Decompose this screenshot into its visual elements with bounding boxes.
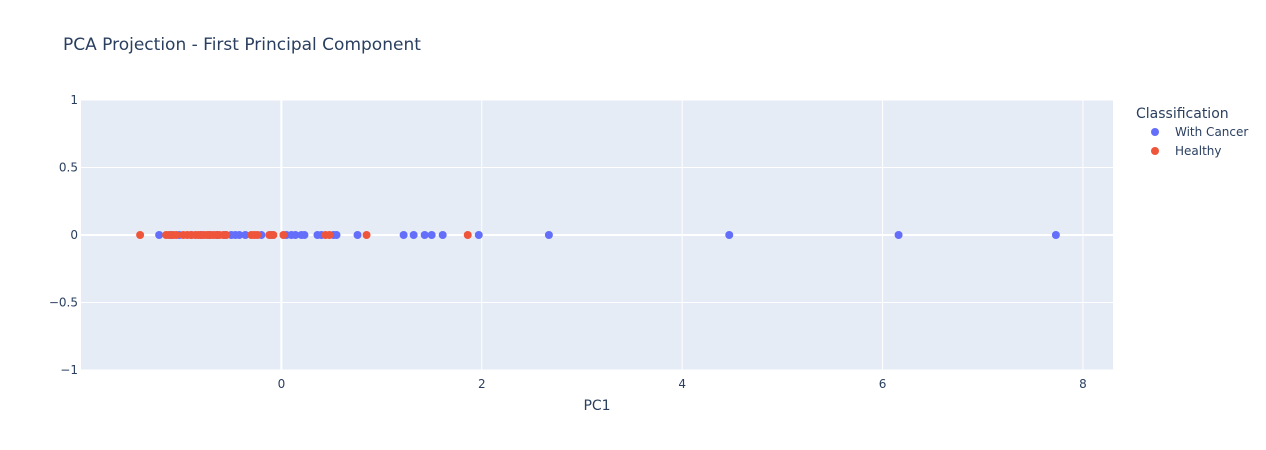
point-with-cancer[interactable] [235, 231, 244, 239]
x-tick-label: 6 [879, 377, 887, 391]
point-with-cancer[interactable] [399, 231, 408, 239]
point-with-cancer[interactable] [155, 231, 164, 239]
chart-title: PCA Projection - First Principal Compone… [63, 35, 421, 55]
point-healthy[interactable] [269, 231, 278, 239]
x-tick-label: 8 [1079, 377, 1087, 391]
x-tick-label: 4 [678, 377, 686, 391]
point-with-cancer[interactable] [427, 231, 436, 239]
point-healthy[interactable] [222, 231, 231, 239]
legend[interactable]: Classification With Cancer Healthy [1136, 106, 1248, 158]
y-tick-label: −1 [60, 363, 78, 377]
y-tick-label: 0 [70, 228, 78, 242]
x-tick-label: 2 [478, 377, 486, 391]
point-with-cancer[interactable] [409, 231, 418, 239]
y-tick-label: 0.5 [59, 161, 78, 175]
point-with-cancer[interactable] [300, 231, 309, 239]
point-with-cancer[interactable] [1051, 231, 1060, 239]
point-healthy[interactable] [172, 231, 181, 239]
point-with-cancer[interactable] [332, 231, 341, 239]
x-tick-label: 0 [278, 377, 286, 391]
y-tick-label: 1 [70, 93, 78, 107]
data-points[interactable] [136, 231, 1060, 239]
point-with-cancer[interactable] [544, 231, 553, 239]
point-healthy[interactable] [325, 231, 334, 239]
legend-marker-with-cancer [1151, 128, 1159, 136]
point-with-cancer[interactable] [474, 231, 483, 239]
y-tick-labels: 1 0.5 0 −0.5 −1 [49, 93, 78, 377]
point-healthy[interactable] [136, 231, 145, 239]
legend-item-with-cancer[interactable]: With Cancer [1151, 125, 1248, 139]
point-with-cancer[interactable] [725, 231, 734, 239]
y-tick-label: −0.5 [49, 296, 78, 310]
legend-item-healthy[interactable]: Healthy [1151, 144, 1222, 158]
point-with-cancer[interactable] [438, 231, 447, 239]
legend-label-with-cancer: With Cancer [1175, 125, 1248, 139]
legend-title: Classification [1136, 106, 1229, 122]
x-axis-title: PC1 [583, 398, 610, 414]
point-with-cancer[interactable] [291, 231, 300, 239]
legend-marker-healthy [1151, 147, 1159, 155]
point-with-cancer[interactable] [894, 231, 903, 239]
point-healthy[interactable] [253, 231, 262, 239]
point-healthy[interactable] [362, 231, 371, 239]
point-with-cancer[interactable] [353, 231, 362, 239]
legend-label-healthy: Healthy [1175, 144, 1222, 158]
point-healthy[interactable] [463, 231, 472, 239]
x-tick-labels: 0 2 4 6 8 [278, 377, 1087, 391]
point-with-cancer[interactable] [241, 231, 250, 239]
point-healthy[interactable] [279, 231, 288, 239]
point-with-cancer[interactable] [420, 231, 429, 239]
